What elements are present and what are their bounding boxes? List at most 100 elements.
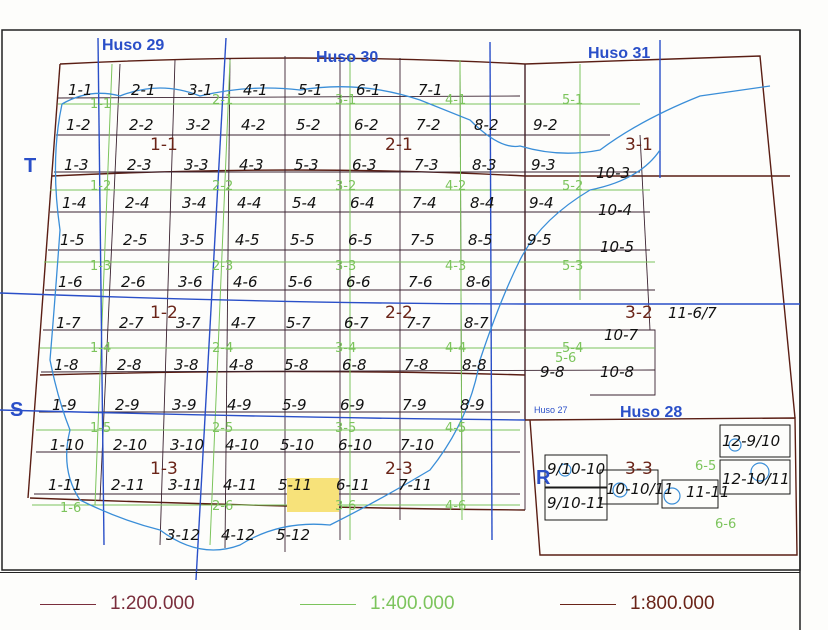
- sheet-label-400k: 1-6: [60, 501, 81, 516]
- sheet-label-400k: 1-5: [90, 421, 111, 436]
- sheet-label-200k: 3-8: [174, 356, 199, 374]
- sheet-label-200k: 10-8: [600, 363, 634, 381]
- sheet-label-200k: 11-11: [686, 483, 730, 501]
- sheet-label-200k: 2-2: [129, 116, 154, 134]
- huso-label: Huso 30: [316, 49, 378, 66]
- sheet-label-400k: 2-3: [212, 259, 233, 274]
- sheet-label-200k: 6-11: [336, 476, 370, 494]
- legend-label: 1:400.000: [370, 593, 455, 614]
- sheet-label-200k: 4-2: [241, 116, 266, 134]
- sheet-label-200k: 3-3: [184, 156, 209, 174]
- sheet-label-200k: 3-11: [168, 476, 202, 494]
- sheet-label-200k: 4-9: [227, 396, 252, 414]
- sheet-label-200k: 7-3: [414, 156, 439, 174]
- sheet-label-400k: 3-6: [335, 499, 356, 514]
- zone-letter: R: [536, 467, 551, 489]
- sheet-label-200k: 2-3: [127, 156, 152, 174]
- sheet-label-400k: 4-5: [445, 421, 466, 436]
- sheet-label-200k: 1-11: [48, 476, 82, 494]
- sheet-label-200k: 7-11: [398, 476, 432, 494]
- sheet-label-400k: 3-1: [335, 93, 356, 108]
- sheet-label-200k: 4-1: [243, 81, 268, 99]
- huso-label: Huso 31: [588, 45, 650, 62]
- sheet-label-200k: 4-8: [229, 356, 254, 374]
- sheet-label-200k: 5-12: [276, 526, 310, 544]
- sheet-label-800k: 2-1: [385, 135, 413, 155]
- sheet-label-200k: 4-12: [221, 526, 255, 544]
- sheet-label-200k: 2-11: [111, 476, 145, 494]
- sheet-label-400k: 5-1: [562, 93, 583, 108]
- legend-swatch: [300, 603, 356, 605]
- sheet-label-200k: 2-6: [121, 273, 146, 291]
- legend-swatch: [40, 603, 96, 605]
- sheet-label-200k: 5-9: [282, 396, 307, 414]
- sheet-label-200k: 2-4: [125, 194, 150, 212]
- canary-insets: [544, 424, 791, 521]
- highlighted-sheet[interactable]: [287, 478, 339, 512]
- sheet-label-200k: 6-10: [338, 436, 372, 454]
- sheet-label-200k: 10-3: [596, 164, 630, 182]
- sheet-label-200k: 3-1: [188, 81, 213, 99]
- sheet-label-200k: 2-10: [113, 436, 147, 454]
- sheet-label-200k: 2-5: [123, 231, 148, 249]
- coastline: [49, 85, 771, 551]
- sheet-label-800k: 1-1: [150, 135, 178, 155]
- sheet-label-200k: 4-11: [223, 476, 257, 494]
- sheet-label-200k: 4-5: [235, 231, 260, 249]
- sheet-label-200k: 6-1: [356, 81, 381, 99]
- sheet-label-400k: 3-2: [335, 179, 356, 194]
- sheet-label-200k: 3-9: [172, 396, 197, 414]
- sheet-label-200k: 10-4: [598, 201, 632, 219]
- sheet-label-200k: 6-8: [342, 356, 367, 374]
- sheet-label-200k: 8-6: [466, 273, 491, 291]
- sheet-label-400k: 6-5: [695, 459, 716, 474]
- sheet-label-400k: 3-4: [335, 341, 356, 356]
- sheet-label-200k: 5-6: [288, 273, 313, 291]
- sheet-label-800k: 1-3: [150, 459, 178, 479]
- sheet-label-200k: 1-6: [58, 273, 83, 291]
- sheet-label-400k: 2-6: [212, 499, 233, 514]
- grid-400: [32, 56, 655, 546]
- sheet-label-200k: 8-3: [472, 156, 497, 174]
- sheet-label-200k: 8-4: [470, 194, 495, 212]
- sheet-label-400k: 5-2: [562, 179, 583, 194]
- sheet-label-800k: 3-3: [625, 459, 653, 479]
- legend-swatch: [560, 603, 616, 605]
- sheet-label-200k: 12-9/10: [722, 432, 780, 450]
- sheet-label-400k: 2-2: [212, 179, 233, 194]
- sheet-label-400k: 2-1: [212, 93, 233, 108]
- sheet-label-200k: 10-5: [600, 238, 634, 256]
- sheet-label-200k: 3-7: [176, 314, 201, 332]
- legend: 1:200.000 1:400.000 1:800.000: [0, 572, 800, 630]
- sheet-label-400k: 3-3: [335, 259, 356, 274]
- sheet-label-200k: 4-3: [239, 156, 264, 174]
- sheet-label-200k: 6-6: [346, 273, 371, 291]
- sheet-label-200k: 8-8: [462, 356, 487, 374]
- sheet-label-200k: 7-2: [416, 116, 441, 134]
- sheet-label-400k: 5-3: [562, 259, 583, 274]
- sheet-label-200k: 1-7: [56, 314, 81, 332]
- sheet-label-200k: 9-2: [533, 116, 558, 134]
- sheet-label-200k: 5-3: [294, 156, 319, 174]
- sheet-label-200k: 9-4: [529, 194, 554, 212]
- sheet-label-400k: 2-5: [212, 421, 233, 436]
- sheet-label-200k: 7-8: [404, 356, 429, 374]
- sheet-label-400k: 1-2: [90, 179, 111, 194]
- sheet-label-200k: 7-7: [406, 314, 431, 332]
- legend-label: 1:800.000: [630, 593, 715, 614]
- sheet-label-200k: 4-4: [237, 194, 262, 212]
- sheet-label-200k: 10-10/11: [606, 480, 674, 498]
- sheet-label-400k: 5-4: [562, 341, 583, 356]
- sheet-label-200k: 1-2: [66, 116, 91, 134]
- sheet-label-200k: 7-6: [408, 273, 433, 291]
- sheet-label-200k: 1-4: [62, 194, 87, 212]
- zone-letter: S: [10, 399, 23, 421]
- sheet-label-200k: 6-2: [354, 116, 379, 134]
- sheet-label-200k: 3-12: [166, 526, 200, 544]
- sheet-label-200k: 5-4: [292, 194, 317, 212]
- legend-label: 1:200.000: [110, 593, 195, 614]
- huso-label: Huso 27: [534, 405, 568, 415]
- sheet-label-400k: 4-2: [445, 179, 466, 194]
